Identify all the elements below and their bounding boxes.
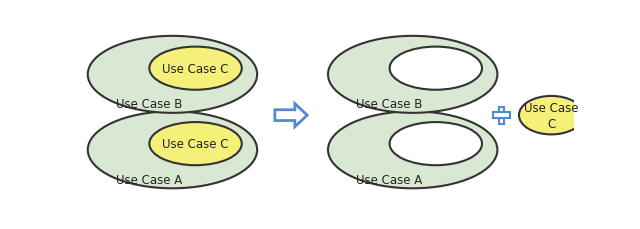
Text: Use Case B: Use Case B: [116, 98, 182, 111]
Text: Use Case A: Use Case A: [356, 173, 423, 186]
Ellipse shape: [328, 112, 497, 188]
Bar: [499, 107, 504, 124]
Ellipse shape: [88, 112, 257, 188]
Text: Use Case B: Use Case B: [356, 98, 423, 111]
Ellipse shape: [149, 123, 242, 166]
Ellipse shape: [390, 123, 482, 166]
Ellipse shape: [390, 47, 482, 90]
Ellipse shape: [328, 37, 497, 113]
Polygon shape: [275, 104, 307, 127]
Bar: [493, 113, 509, 118]
Text: Use Case C: Use Case C: [163, 63, 229, 75]
Text: Use Case A: Use Case A: [116, 173, 182, 186]
Ellipse shape: [149, 47, 242, 90]
Text: Use Case C: Use Case C: [163, 138, 229, 150]
Ellipse shape: [88, 37, 257, 113]
Text: Use Case
C: Use Case C: [524, 101, 579, 130]
Ellipse shape: [519, 96, 584, 135]
